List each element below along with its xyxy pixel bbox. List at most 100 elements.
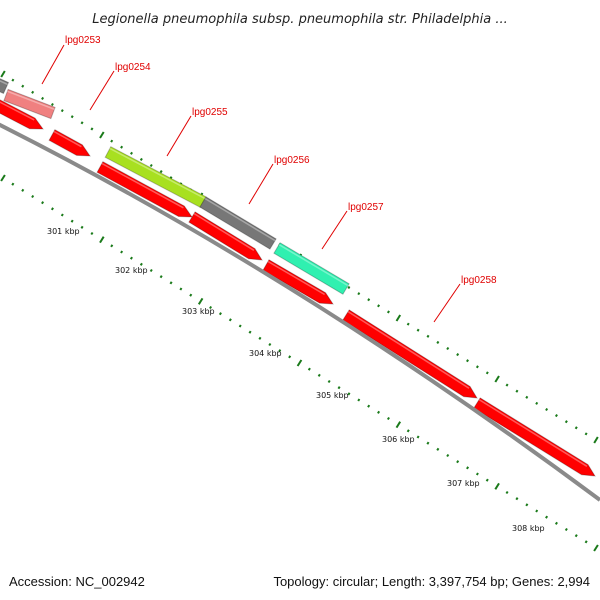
outer-major-tick: [0, 70, 6, 78]
accession-label: Accession: NC_002942: [9, 574, 145, 589]
inner-major-tick: [99, 236, 105, 244]
inner-minor-tick: [189, 293, 193, 297]
outer-minor-tick: [21, 84, 25, 88]
inner-minor-tick: [525, 503, 529, 507]
outer-minor-tick: [11, 78, 15, 82]
gene-arrow-a: [96, 161, 193, 218]
inner-minor-tick: [535, 509, 539, 513]
topology-summary: Topology: circular; Length: 3,397,754 bp…: [273, 574, 590, 589]
lower-feature-track: [0, 99, 596, 477]
outer-minor-tick: [505, 383, 509, 387]
gene-bar-lpg0257-highlight: [278, 243, 349, 287]
scale-label: 303 kbp: [182, 307, 215, 316]
inner-major-tick: [296, 359, 303, 367]
inner-minor-tick: [436, 447, 440, 451]
scale-label: 301 kbp: [47, 227, 80, 236]
inner-minor-tick: [169, 281, 173, 285]
inner-minor-tick: [515, 497, 519, 501]
outer-minor-tick: [347, 285, 351, 290]
outer-minor-tick: [485, 371, 489, 375]
outer-major-tick: [593, 436, 599, 444]
outer-minor-tick: [426, 334, 430, 338]
outer-minor-tick: [535, 401, 539, 405]
inner-minor-tick: [209, 305, 213, 310]
outer-minor-tick: [149, 163, 153, 168]
gene-arrow-lpg0254-highlight: [53, 130, 82, 148]
callout-line-lpg0258: [433, 283, 461, 323]
gene-label-lpg0258: lpg0258: [461, 275, 497, 286]
inner-minor-tick: [50, 207, 54, 211]
inner-minor-tick: [288, 355, 292, 359]
inner-minor-tick: [446, 453, 450, 458]
outer-minor-tick: [367, 298, 371, 302]
inner-minor-tick: [149, 268, 153, 273]
gene-arrow-partial-highlight: [0, 101, 35, 121]
outer-minor-tick: [386, 310, 390, 314]
inner-minor-tick: [574, 534, 578, 538]
outer-minor-tick: [139, 157, 143, 161]
map-title: Legionella pneumophila subsp. pneumophil…: [92, 12, 508, 27]
inner-minor-tick: [357, 398, 361, 402]
outer-minor-tick: [357, 292, 361, 296]
inner-major-tick: [197, 297, 204, 305]
callout-line-lpg0255: [166, 115, 192, 157]
outer-minor-tick: [130, 151, 133, 155]
backbone-line: [0, 122, 600, 502]
gene-bar-partial-highlight: [0, 80, 9, 86]
outer-minor-tick: [31, 90, 35, 94]
gene-callouts: lpg0253 lpg0254 lpg0255 lpg0256 lpg0257 lpg02…: [41, 35, 497, 323]
outer-minor-tick: [90, 127, 94, 131]
gene-arrow-lpg0254: [48, 129, 91, 157]
inner-minor-tick: [248, 330, 252, 334]
gene-arrow-d-highlight: [478, 398, 588, 467]
callout-line-lpg0257: [321, 210, 348, 250]
gene-arrow-lpg0258-highlight: [347, 310, 470, 389]
gene-arrow-a-highlight: [101, 162, 184, 209]
gene-bar-lpg0256-highlight: [204, 197, 276, 242]
inner-minor-tick: [347, 392, 351, 396]
gene-label-lpg0256: lpg0256: [274, 155, 310, 166]
upper-feature-track: [0, 78, 350, 295]
inner-minor-tick: [307, 367, 311, 371]
outer-minor-tick: [545, 407, 549, 412]
outer-minor-tick: [110, 139, 114, 143]
gene-bar-lpg0253: [3, 88, 56, 120]
inner-minor-tick: [268, 342, 272, 347]
inner-minor-tick: [456, 460, 460, 464]
outer-minor-tick: [80, 121, 84, 125]
gene-bar-lpg0255-highlight: [109, 147, 206, 200]
outer-minor-tick: [564, 420, 568, 424]
inner-minor-tick: [278, 349, 282, 353]
inner-minor-tick: [466, 466, 470, 470]
inner-minor-tick: [218, 312, 222, 316]
scale-label: 306 kbp: [382, 435, 415, 444]
inner-minor-tick: [179, 287, 183, 291]
inner-minor-tick: [327, 379, 331, 384]
inner-minor-tick: [110, 244, 114, 248]
outer-minor-tick: [159, 170, 163, 174]
inner-minor-tick: [80, 225, 84, 229]
inner-minor-tick: [70, 219, 74, 223]
inner-minor-tick: [159, 275, 163, 279]
gene-label-lpg0255: lpg0255: [192, 107, 228, 118]
outer-minor-tick: [70, 115, 74, 119]
inner-minor-tick: [11, 182, 15, 186]
inner-minor-tick: [317, 373, 321, 377]
inner-major-tick: [395, 421, 402, 429]
outer-minor-tick: [456, 353, 460, 357]
inner-minor-tick: [31, 194, 35, 199]
inner-minor-tick: [485, 478, 489, 482]
outer-minor-tick: [574, 426, 578, 430]
outer-minor-tick: [50, 102, 54, 107]
gene-bar-lpg0257: [273, 242, 350, 295]
gene-arrow-c-highlight: [267, 260, 325, 296]
inner-minor-tick: [406, 429, 410, 433]
scale-label: 308 kbp: [512, 524, 545, 533]
outer-minor-tick: [120, 145, 124, 149]
outer-minor-tick: [466, 359, 469, 363]
gene-arrow-lpg0258: [342, 309, 478, 399]
callout-line-lpg0256: [248, 163, 274, 205]
gene-bar-lpg0253-highlight: [7, 90, 55, 111]
